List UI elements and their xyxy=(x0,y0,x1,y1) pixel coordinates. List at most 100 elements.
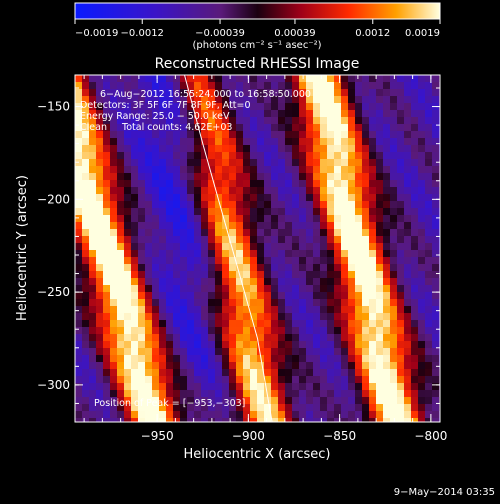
heatmap-cell xyxy=(201,334,208,341)
heatmap-cell xyxy=(257,411,264,418)
heatmap-cell xyxy=(397,243,404,250)
heatmap-cell xyxy=(229,264,236,271)
heatmap-cell xyxy=(313,348,320,355)
heatmap-cell xyxy=(75,145,82,152)
heatmap-cell xyxy=(320,166,327,173)
heatmap-cell xyxy=(187,117,194,124)
heatmap-cell xyxy=(166,257,173,264)
heatmap-cell xyxy=(320,103,327,110)
heatmap-cell xyxy=(348,201,355,208)
heatmap-cell xyxy=(355,243,362,250)
heatmap-cell xyxy=(376,334,383,341)
heatmap-cell xyxy=(285,173,292,180)
heatmap-cell xyxy=(383,257,390,264)
heatmap-cell xyxy=(131,166,138,173)
heatmap-cell xyxy=(278,334,285,341)
heatmap-cell xyxy=(369,215,376,222)
heatmap-cell xyxy=(271,173,278,180)
heatmap-cell xyxy=(124,271,131,278)
heatmap-cell xyxy=(82,257,89,264)
heatmap-cell xyxy=(194,159,201,166)
heatmap-cell xyxy=(320,418,327,422)
heatmap-cell xyxy=(222,236,229,243)
heatmap-cell xyxy=(138,306,145,313)
heatmap-cell xyxy=(299,411,306,418)
heatmap-cell xyxy=(138,369,145,376)
heatmap-cell xyxy=(418,110,425,117)
plot-frame xyxy=(74,74,441,423)
heatmap-cell xyxy=(110,201,117,208)
heatmap-cell xyxy=(397,278,404,285)
heatmap-cell xyxy=(89,131,96,138)
heatmap-cell xyxy=(397,103,404,110)
heatmap-cell xyxy=(313,397,320,404)
heatmap-cell xyxy=(110,250,117,257)
heatmap-cell xyxy=(404,264,411,271)
heatmap-cell xyxy=(404,348,411,355)
heatmap-cell xyxy=(285,166,292,173)
heatmap-cell xyxy=(173,313,180,320)
heatmap-cell xyxy=(194,89,201,96)
heatmap-cell xyxy=(229,243,236,250)
footer-date: 9−May−2014 03:35 xyxy=(394,487,495,498)
heatmap-cell xyxy=(103,75,110,82)
heatmap-cell xyxy=(180,173,187,180)
heatmap-cell xyxy=(173,334,180,341)
heatmap-cell xyxy=(187,418,194,422)
heatmap-cell xyxy=(348,341,355,348)
heatmap-cell xyxy=(404,194,411,201)
heatmap-cell xyxy=(89,292,96,299)
heatmap-cell xyxy=(96,299,103,306)
heatmap-cell xyxy=(215,341,222,348)
heatmap-cell xyxy=(306,355,313,362)
heatmap-cell xyxy=(376,397,383,404)
heatmap-cell xyxy=(145,341,152,348)
heatmap-cell xyxy=(292,383,299,390)
heatmap-cell xyxy=(320,75,327,82)
heatmap-cell xyxy=(264,383,271,390)
heatmap-cell xyxy=(187,145,194,152)
y-tick-label: −250 xyxy=(37,285,70,299)
heatmap-cell xyxy=(215,299,222,306)
heatmap-cell xyxy=(278,110,285,117)
heatmap-cell xyxy=(383,187,390,194)
heatmap-cell xyxy=(229,355,236,362)
heatmap-cell xyxy=(180,82,187,89)
heatmap-cell xyxy=(194,173,201,180)
heatmap-cell xyxy=(383,145,390,152)
heatmap-cell xyxy=(334,124,341,131)
heatmap-cell xyxy=(306,117,313,124)
heatmap-cell xyxy=(369,383,376,390)
heatmap-cell xyxy=(229,320,236,327)
heatmap-cell xyxy=(173,292,180,299)
heatmap-cell xyxy=(173,271,180,278)
heatmap-cell xyxy=(355,159,362,166)
heatmap-cell xyxy=(229,299,236,306)
heatmap-cell xyxy=(348,124,355,131)
heatmap-cell xyxy=(341,124,348,131)
heatmap-cell xyxy=(432,173,439,180)
heatmap-cell xyxy=(285,306,292,313)
heatmap-cell xyxy=(201,278,208,285)
heatmap-cell xyxy=(383,180,390,187)
heatmap-cell xyxy=(334,348,341,355)
heatmap-cell xyxy=(145,362,152,369)
heatmap-cell xyxy=(96,278,103,285)
heatmap-cell xyxy=(215,82,222,89)
heatmap-cell xyxy=(327,320,334,327)
colorbar-unit-label: (photons cm⁻² s⁻¹ asec⁻²) xyxy=(192,40,321,51)
heatmap-cell xyxy=(180,138,187,145)
heatmap-cell xyxy=(159,89,166,96)
heatmap-cell xyxy=(306,362,313,369)
heatmap-cell xyxy=(96,348,103,355)
heatmap-cell xyxy=(215,187,222,194)
heatmap-cell xyxy=(376,82,383,89)
heatmap-cell xyxy=(236,82,243,89)
heatmap-cell xyxy=(264,103,271,110)
heatmap-cell xyxy=(236,257,243,264)
heatmap-cell xyxy=(180,229,187,236)
heatmap-cell xyxy=(362,285,369,292)
heatmap-cell xyxy=(334,187,341,194)
heatmap-cell xyxy=(299,285,306,292)
heatmap-cell xyxy=(425,194,432,201)
